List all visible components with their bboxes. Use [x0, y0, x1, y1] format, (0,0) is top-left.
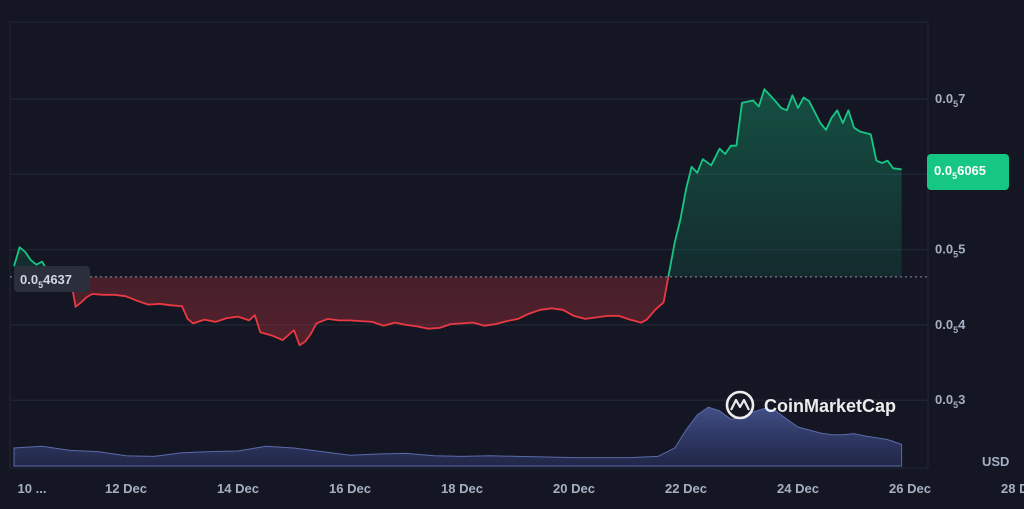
y-tick-label: 0.054: [935, 317, 966, 335]
currency-label: USD: [982, 454, 1009, 469]
x-tick-label: 26 Dec: [889, 481, 931, 496]
volume-area: [13, 406, 903, 467]
watermark-text: CoinMarketCap: [764, 396, 896, 416]
price-fill-negative: [68, 276, 669, 346]
x-tick-label: 18 Dec: [441, 481, 483, 496]
x-tick-label: 20 Dec: [553, 481, 595, 496]
x-tick-label: 24 Dec: [777, 481, 819, 496]
x-axis: 10 ... 12 Dec 14 Dec 16 Dec 18 Dec 20 Dec 22 D…: [18, 481, 1024, 496]
x-tick-label: 16 Dec: [329, 481, 371, 496]
price-fill-positive: [14, 89, 902, 277]
price-lines: [13, 88, 902, 347]
svg-text:0.056065: 0.056065: [934, 163, 986, 181]
volume-shape: [13, 406, 903, 467]
x-tick-label: 22 Dec: [665, 481, 707, 496]
y-tick-label: 0.057: [935, 91, 965, 109]
price-fill: [14, 89, 902, 346]
x-tick-label: 10 ...: [18, 481, 47, 496]
svg-text:0.054637: 0.054637: [20, 272, 72, 290]
reference-price-label: 0.054637: [14, 266, 90, 292]
current-price-badge: 0.056065: [927, 154, 1009, 190]
plot-frame: [9, 21, 929, 469]
x-tick-label: 28 Dec: [1001, 481, 1024, 496]
y-tick-label: 0.055: [935, 242, 965, 260]
y-tick-label: 0.053: [935, 392, 965, 410]
price-line-positive: [13, 88, 902, 277]
coinmarketcap-watermark: CoinMarketCap: [725, 390, 896, 420]
price-line-negative: [66, 276, 670, 347]
x-tick-label: 12 Dec: [105, 481, 147, 496]
x-tick-label: 14 Dec: [217, 481, 259, 496]
